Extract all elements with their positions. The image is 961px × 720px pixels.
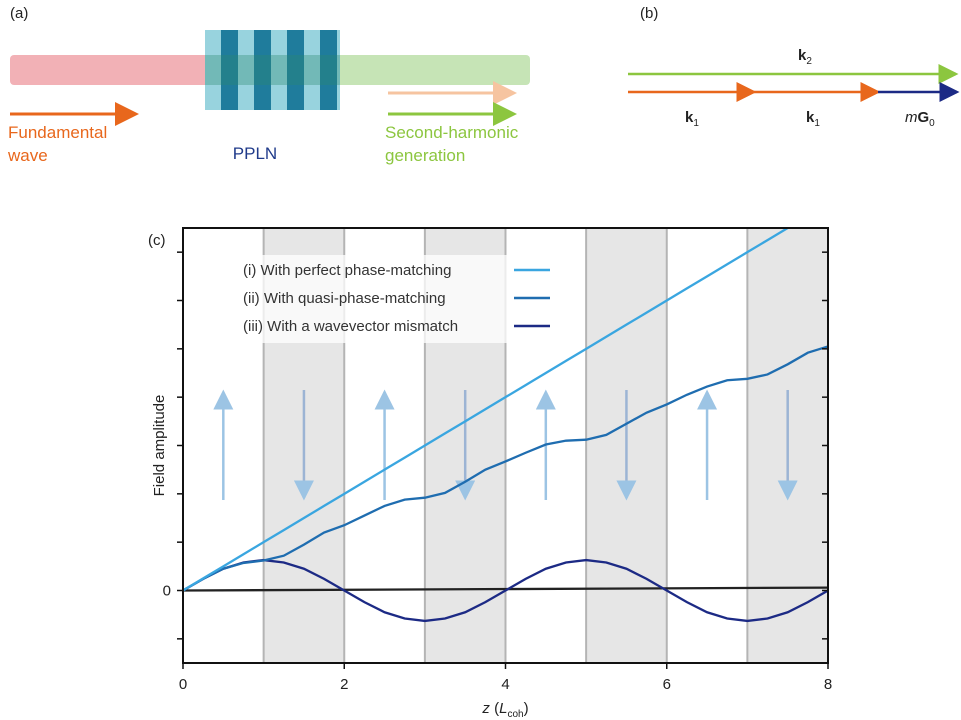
series-line [183, 228, 789, 592]
panel-label: (b) [640, 5, 658, 22]
harmonic-beam [335, 55, 530, 85]
x-axis-title-part: z [481, 700, 490, 717]
x-tick-label: 6 [663, 676, 671, 693]
subscript: 1 [693, 118, 699, 129]
symbol: G [918, 109, 930, 126]
symbol: k [798, 47, 807, 64]
legend-label: (i) With perfect phase-matching [243, 262, 451, 279]
k2-label: k2 [798, 47, 812, 67]
prefix: m [905, 109, 918, 126]
x-axis-title-part: coh [507, 709, 523, 720]
panel-b: (b) k2 k1 k1 mG0 [628, 5, 960, 129]
legend-box [236, 255, 554, 343]
y-tick-label: 0 [163, 583, 171, 600]
fundamental-label: Fundamental [8, 123, 107, 142]
x-tick-label: 2 [340, 676, 348, 693]
plot-lines [183, 228, 828, 623]
k1-label: k1 [806, 109, 820, 129]
subscript: 2 [806, 56, 812, 67]
symbol: k [806, 109, 815, 126]
x-tick-label: 0 [179, 676, 187, 693]
x-axis-title: z (Lcoh) [481, 700, 528, 720]
x-axis-title-part: ( [490, 700, 499, 717]
x-axis-title-part: ) [524, 700, 529, 717]
fundamental-label: wave [7, 146, 48, 165]
y-axis-title: Field amplitude [151, 395, 168, 497]
panel-a: (a) Fundamental wave PPLN Second-harmoni… [7, 5, 530, 165]
x-tick-label: 4 [501, 676, 509, 693]
panel-label: (c) [148, 232, 166, 249]
legend: (i) With perfect phase-matching (ii) With… [236, 255, 554, 343]
series-line [183, 345, 828, 592]
harmonic-label: generation [385, 146, 465, 165]
k1-label: k1 [685, 109, 699, 129]
x-axis-title-part: L [499, 700, 507, 717]
reference-line [183, 586, 828, 592]
subscript: 1 [814, 118, 820, 129]
crystal-label: PPLN [233, 144, 277, 163]
x-tick-label: 8 [824, 676, 832, 693]
subscript: 0 [929, 118, 935, 129]
legend-label: (ii) With quasi-phase-matching [243, 290, 446, 307]
series-line [183, 558, 828, 623]
panel-label: (a) [10, 5, 28, 22]
ppln-crystal [205, 30, 340, 110]
symbol: k [685, 109, 694, 126]
harmonic-label: Second-harmonic [385, 123, 519, 142]
panel-c: (i) With perfect phase-matching (ii) With… [148, 227, 832, 720]
grating-label: mG0 [905, 109, 935, 129]
legend-label: (iii) With a wavevector mismatch [243, 318, 458, 335]
fundamental-beam [10, 55, 210, 85]
